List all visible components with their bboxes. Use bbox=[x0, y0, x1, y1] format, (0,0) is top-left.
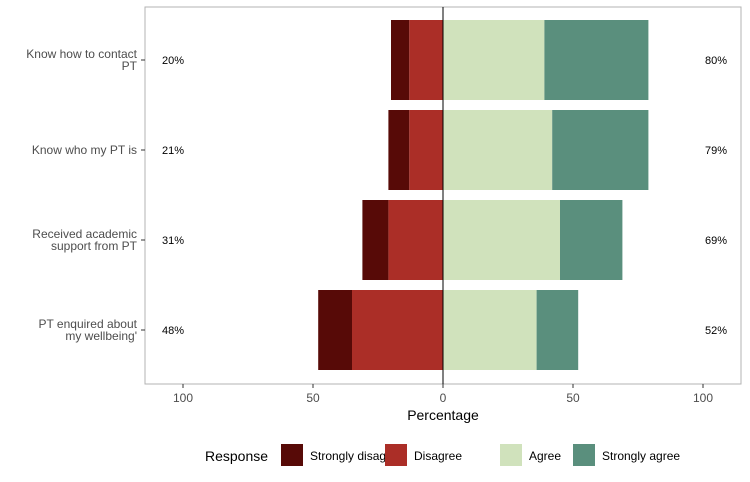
legend-key-agree bbox=[500, 444, 522, 466]
bar-disagree bbox=[409, 110, 443, 190]
bar-disagree bbox=[352, 290, 443, 370]
bar-strongly-disagree bbox=[391, 20, 410, 100]
x-tick-label: 50 bbox=[306, 391, 320, 405]
x-axis-title: Percentage bbox=[407, 407, 479, 423]
bar-strongly-agree bbox=[560, 200, 623, 280]
legend-label: Strongly disagree bbox=[310, 449, 404, 463]
bar-strongly-agree bbox=[552, 110, 649, 190]
legend-label: Disagree bbox=[414, 449, 462, 463]
legend-key-strongly-agree bbox=[573, 444, 595, 466]
x-tick-label: 100 bbox=[173, 391, 193, 405]
bar-strongly-disagree bbox=[318, 290, 352, 370]
x-tick-label: 50 bbox=[566, 391, 580, 405]
category-label: Know who my PT is bbox=[32, 143, 137, 157]
category-labels: Know how to contact PT Know who my PT is Re… bbox=[26, 47, 145, 343]
bar-disagree bbox=[388, 200, 443, 280]
bar-agree bbox=[443, 110, 553, 190]
bar-agree bbox=[443, 290, 537, 370]
legend-key-disagree bbox=[385, 444, 407, 466]
legend-label: Strongly agree bbox=[602, 449, 680, 463]
x-tick-label: 100 bbox=[693, 391, 713, 405]
bar-agree bbox=[443, 200, 560, 280]
bar-strongly-disagree bbox=[362, 200, 389, 280]
bar-strongly-agree bbox=[544, 20, 649, 100]
negative-total-label: 48% bbox=[162, 325, 184, 337]
category-label: Know how to contact PT bbox=[26, 47, 137, 73]
x-tick-label: 0 bbox=[440, 391, 447, 405]
negative-total-label: 21% bbox=[162, 145, 184, 157]
bar-disagree bbox=[409, 20, 443, 100]
bar-strongly-disagree bbox=[388, 110, 410, 190]
negative-total-label: 31% bbox=[162, 235, 184, 247]
percent-labels: 20% 80% 21% 79% 31% 69% 48% 52% bbox=[162, 55, 727, 337]
bar-agree bbox=[443, 20, 545, 100]
category-label: PT enquired about my wellbeing' bbox=[38, 317, 137, 343]
x-axis: 100 50 0 50 100 bbox=[173, 384, 713, 405]
positive-total-label: 79% bbox=[705, 145, 727, 157]
positive-total-label: 69% bbox=[705, 235, 727, 247]
negative-total-label: 20% bbox=[162, 55, 184, 67]
bar-strongly-agree bbox=[536, 290, 579, 370]
legend-label: Agree bbox=[529, 449, 561, 463]
legend: Response Strongly disagree Disagree Agree St… bbox=[205, 444, 680, 466]
positive-total-label: 80% bbox=[705, 55, 727, 67]
legend-key-strongly-disagree bbox=[281, 444, 303, 466]
category-label: Received academic support from PT bbox=[32, 227, 137, 253]
bars-layer bbox=[318, 20, 649, 370]
positive-total-label: 52% bbox=[705, 325, 727, 337]
legend-title: Response bbox=[205, 448, 268, 464]
